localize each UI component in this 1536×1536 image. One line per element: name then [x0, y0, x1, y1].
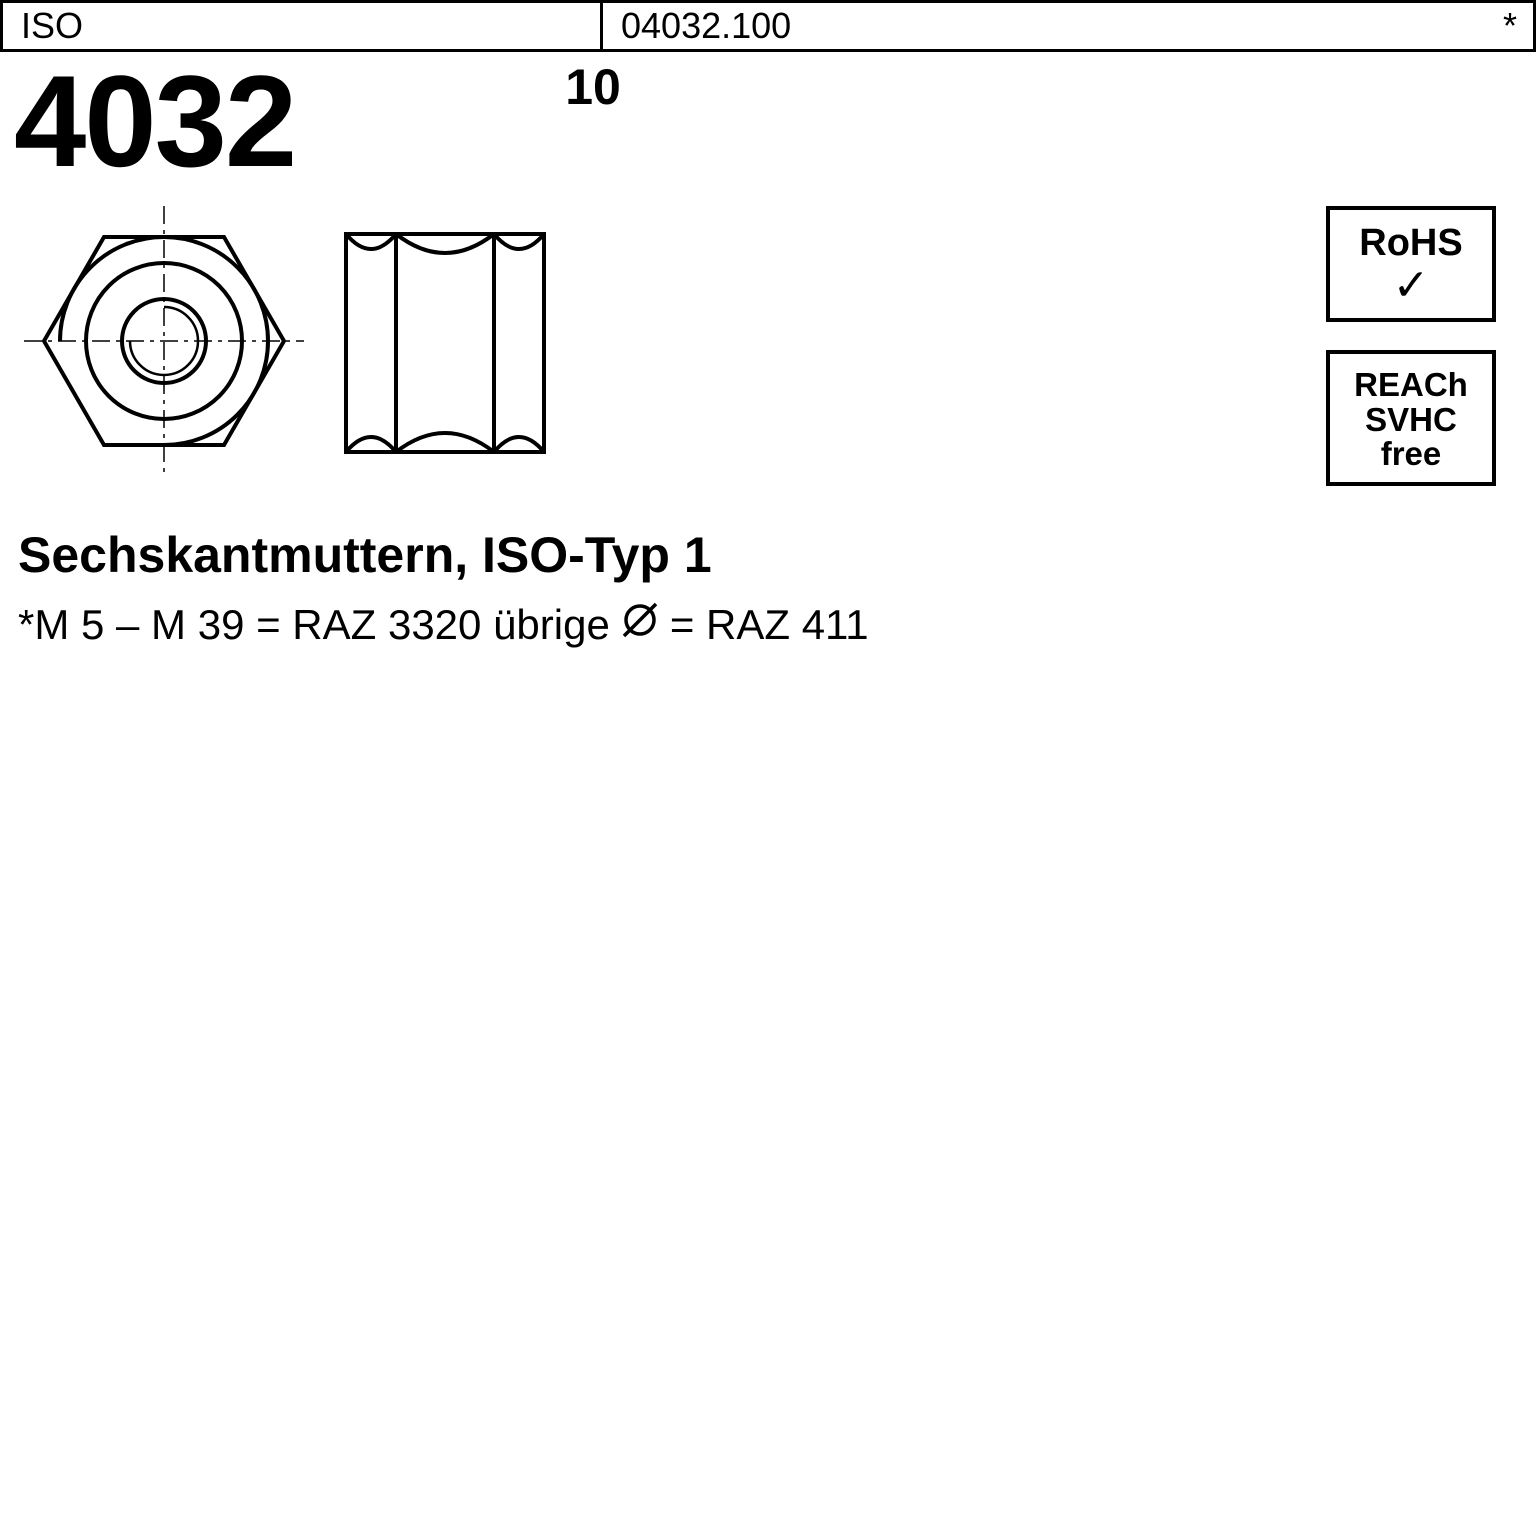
header-code: 04032.100 — [603, 3, 1473, 49]
rohs-label: RoHS — [1340, 224, 1482, 262]
standard-number: 4032 — [0, 56, 295, 186]
hex-nut-side-view-icon — [340, 228, 550, 463]
reach-line3: free — [1340, 437, 1482, 472]
footnote: *M 5 – M 39 = RAZ 3320 übrige = RAZ 411 — [0, 600, 1536, 650]
title-row: 4032 10 — [0, 52, 1536, 186]
diameter-icon — [620, 600, 660, 650]
header-row: ISO 04032.100 * — [0, 0, 1536, 52]
check-icon: ✓ — [1340, 264, 1482, 308]
reach-line1: REACh — [1340, 368, 1482, 403]
header-standard: ISO — [3, 3, 603, 49]
footnote-prefix: *M 5 – M 39 = RAZ 3320 übrige — [18, 601, 610, 649]
footnote-suffix: = RAZ 411 — [670, 601, 869, 649]
property-class: 10 — [565, 58, 621, 116]
datasheet-page: ISO 04032.100 * 4032 10 — [0, 0, 1536, 1536]
diagram-row: RoHS ✓ REACh SVHC free — [0, 206, 1536, 496]
reach-line2: SVHC — [1340, 403, 1482, 438]
product-title: Sechskantmuttern, ISO-Typ 1 — [0, 526, 1536, 584]
compliance-badges: RoHS ✓ REACh SVHC free — [1326, 206, 1496, 514]
reach-badge: REACh SVHC free — [1326, 350, 1496, 486]
header-asterisk: * — [1473, 3, 1533, 49]
rohs-badge: RoHS ✓ — [1326, 206, 1496, 322]
hex-nut-top-view-icon — [24, 206, 304, 481]
